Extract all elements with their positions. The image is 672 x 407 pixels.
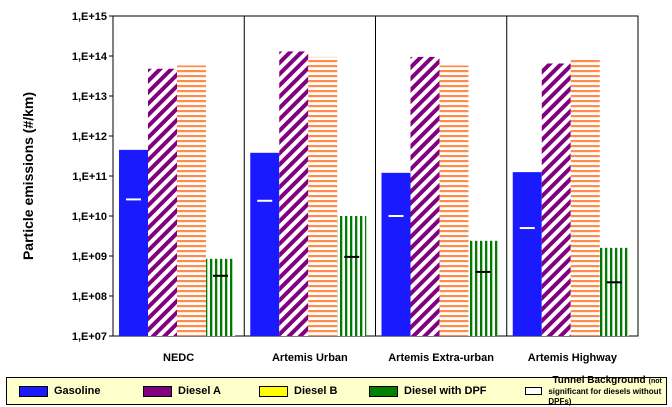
y-tick-label: 1,E+07 [72, 331, 107, 343]
y-tick-label: 1,E+15 [72, 11, 107, 23]
legend-label-diesel-dpf: Diesel with DPF [404, 385, 487, 397]
legend-label-diesel-a: Diesel A [178, 385, 222, 397]
y-tick-label: 1,E+13 [72, 91, 107, 103]
bar-diesel-a [541, 63, 571, 337]
bar-gasoline [250, 152, 280, 336]
bar-diesel-dpf [337, 216, 367, 336]
legend-item-diesel-dpf: Diesel with DPF [369, 378, 487, 404]
category-label: NEDC [163, 352, 194, 364]
bar-gasoline [381, 172, 411, 336]
legend-swatch-gasoline [19, 385, 48, 397]
legend-note-tunnel-1: (not [648, 378, 662, 385]
y-tick-label: 1,E+10 [72, 211, 107, 223]
bar-diesel-b [177, 65, 206, 336]
bar-gasoline [119, 149, 148, 336]
legend-label-tunnel-background: Tunnel Background [552, 375, 646, 386]
bar-diesel-b [570, 59, 600, 336]
category-label: Artemis Extra-urban [388, 352, 494, 364]
particle-emissions-chart: 1,E+07 1,E+08 1,E+09 1,E+10 1,E+11 1,E+12 1,E+… [20, 11, 639, 364]
bar-diesel-dpf [468, 240, 498, 336]
bar-diesel-a [279, 51, 309, 337]
bar-diesel-dpf [599, 247, 629, 336]
legend-label-diesel-b: Diesel B [294, 385, 338, 397]
category-label: Artemis Highway [528, 352, 618, 364]
bar-diesel-b [439, 65, 469, 336]
legend-swatch-diesel-a [143, 385, 172, 397]
legend: Gasoline Diesel A Diesel B Diesel with D… [6, 375, 667, 406]
y-tick-label: 1,E+11 [72, 171, 107, 183]
legend-swatch-diesel-dpf [369, 385, 398, 397]
legend-swatch-diesel-b [259, 385, 288, 397]
y-tick-label: 1,E+14 [72, 51, 108, 63]
legend-item-gasoline: Gasoline [19, 378, 100, 404]
legend-label-gasoline: Gasoline [54, 385, 101, 397]
legend-item-diesel-b: Diesel B [259, 378, 337, 404]
bar-diesel-dpf [206, 258, 235, 336]
y-tick-label: 1,E+09 [72, 251, 107, 263]
bar-diesel-a [148, 68, 177, 336]
y-axis-title: Particle emissions (#/km) [20, 92, 36, 260]
legend-note-tunnel-2: significant for diesels without DPFs) [548, 387, 662, 406]
category-label: Artemis Urban [272, 352, 348, 364]
legend-item-tunnel-background: Tunnel Background (not significant for d… [525, 375, 666, 406]
bar-diesel-a [410, 56, 440, 337]
y-tick-label: 1,E+12 [72, 131, 107, 143]
bar-diesel-b [308, 56, 338, 337]
bar-gasoline [512, 172, 542, 336]
legend-swatch-tunnel-background [525, 387, 543, 395]
legend-item-diesel-a: Diesel A [143, 378, 221, 404]
y-tick-label: 1,E+08 [72, 291, 107, 303]
